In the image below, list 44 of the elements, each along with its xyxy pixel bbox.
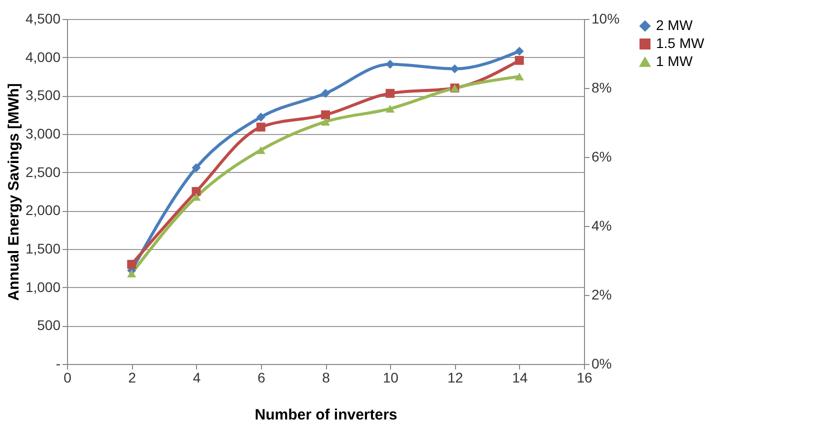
legend-label: 1 MW (656, 53, 694, 69)
y-tick-label: 2,000 (25, 202, 61, 218)
y2-tick-label: 10% (592, 10, 620, 26)
y2-tick-label: 8% (592, 80, 612, 96)
x-tick-label: 0 (64, 370, 72, 386)
y2-tick-label: 2% (592, 286, 612, 302)
point (514, 72, 524, 80)
y-tick-label: - (56, 356, 61, 372)
x-tick-label: 16 (576, 370, 592, 386)
y-tick-label: 2,500 (25, 164, 61, 180)
point (321, 88, 330, 98)
point (127, 270, 136, 278)
y-tick-label: 1,000 (25, 278, 61, 295)
y2-tick-label: 0% (592, 356, 612, 372)
legend-label: 2 MW (656, 17, 694, 33)
x-tick-label: 14 (512, 370, 528, 386)
y-tick-label: 4,500 (25, 10, 61, 26)
point (321, 118, 330, 126)
y-tick-label: 4,000 (25, 48, 61, 65)
y-tick-label: 3,500 (25, 87, 61, 104)
point (256, 122, 266, 132)
x-axis-title: Number of inverters (254, 406, 398, 424)
y2-tick-label: 6% (592, 148, 612, 164)
x-tick-label: 4 (192, 370, 201, 386)
point (514, 56, 524, 65)
point (256, 146, 266, 154)
y-axis-title: Annual Energy Savings [MWh] (5, 83, 22, 301)
x-tick-label: 10 (382, 370, 399, 386)
point (321, 110, 330, 120)
x-tick-label: 6 (257, 370, 266, 386)
y-tick-label: 500 (37, 317, 61, 334)
point (127, 260, 136, 269)
y-tick-label: 3,000 (25, 126, 61, 142)
x-tick-label: 12 (447, 370, 464, 386)
x-tick-label: 2 (128, 370, 136, 386)
point (256, 112, 266, 122)
x-tick-label: 8 (322, 370, 330, 386)
y2-tick-label: 4% (592, 218, 612, 234)
point (386, 88, 395, 98)
point (386, 104, 395, 113)
point (192, 163, 201, 172)
point (514, 46, 524, 56)
legend-label: 1.5 MW (656, 35, 706, 51)
y-tick-label: 1,500 (25, 240, 61, 256)
